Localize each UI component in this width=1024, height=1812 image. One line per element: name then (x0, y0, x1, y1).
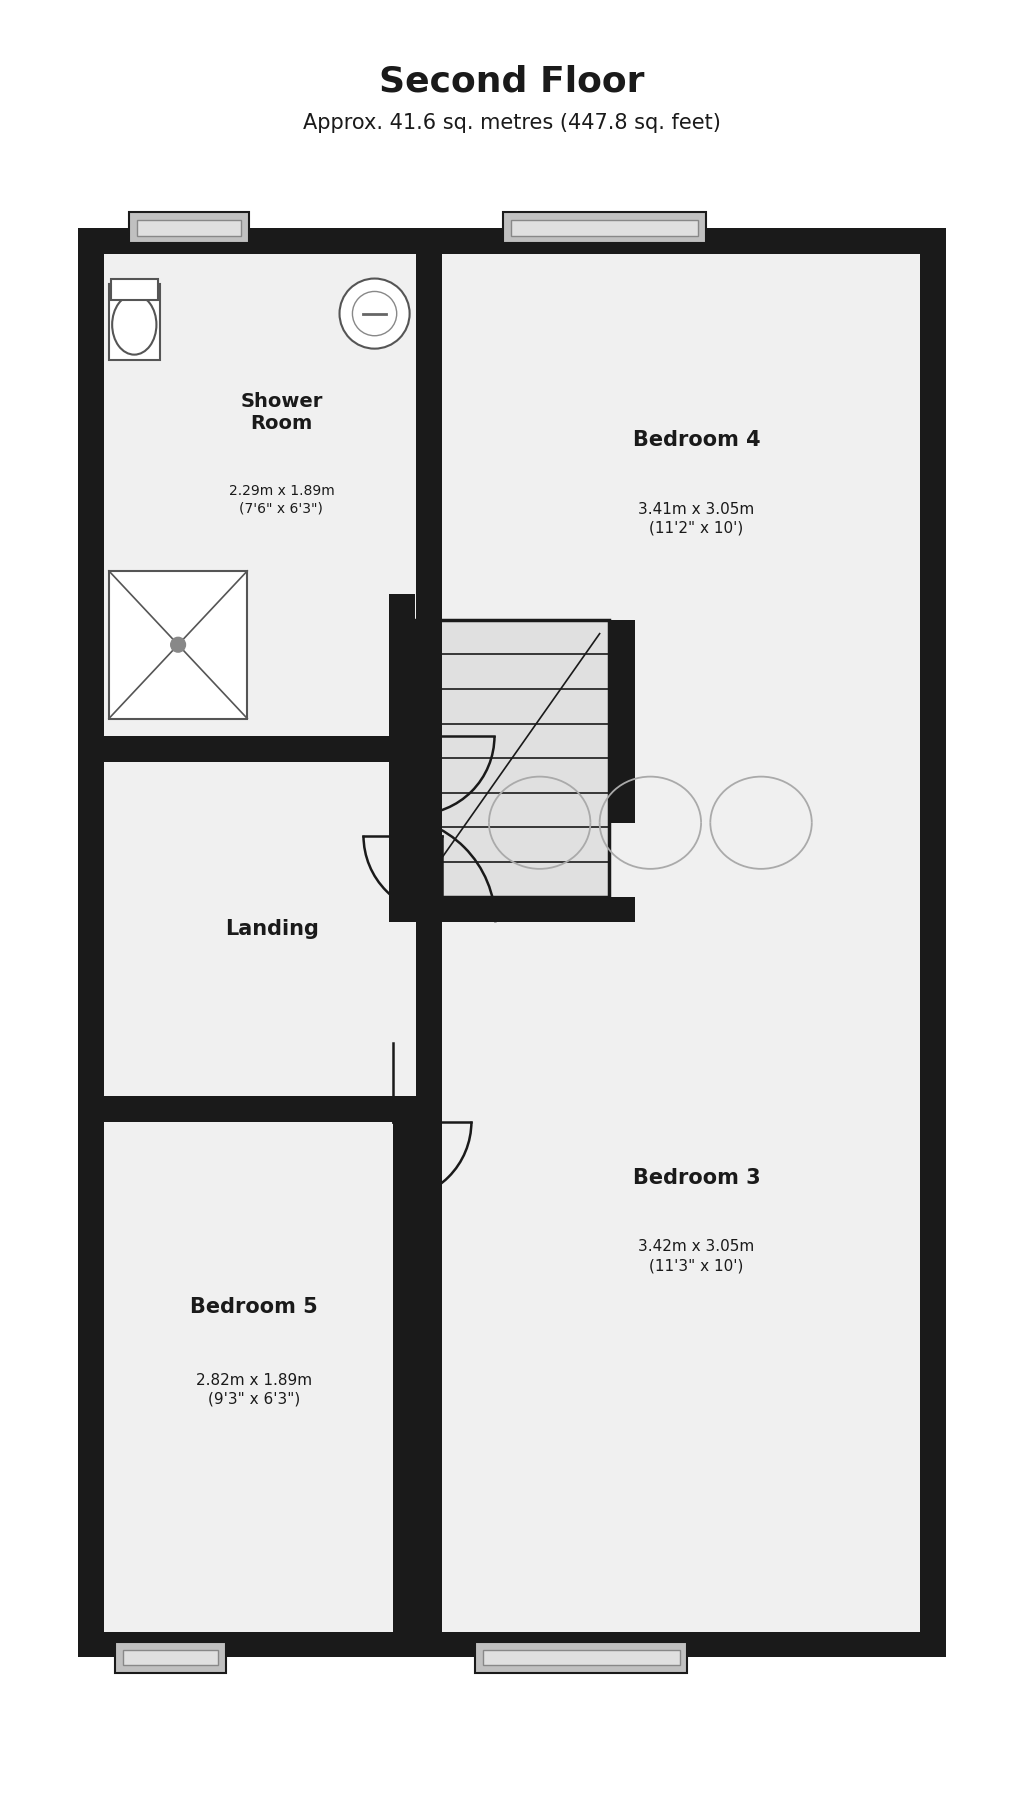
Bar (79, 736, 442, 761)
Bar (137, 219, 242, 236)
Bar (475, 1642, 687, 1672)
Text: 2.82m x 1.89m
(9'3" x 6'3"): 2.82m x 1.89m (9'3" x 6'3") (196, 1373, 311, 1406)
Circle shape (171, 638, 185, 652)
Text: Landing: Landing (225, 919, 319, 939)
Text: Bedroom 4: Bedroom 4 (633, 429, 760, 449)
Bar (109, 571, 247, 719)
Text: Bedroom 3: Bedroom 3 (633, 1169, 760, 1189)
Bar (609, 620, 635, 823)
Text: 3.41m x 3.05m
(11'2" x 10'): 3.41m x 3.05m (11'2" x 10') (638, 502, 755, 535)
Bar (123, 1649, 218, 1665)
Bar (389, 897, 635, 922)
Bar (393, 1096, 419, 1658)
Bar (415, 620, 609, 897)
Bar (503, 212, 706, 243)
Bar (104, 254, 920, 1631)
Bar (116, 1642, 226, 1672)
Bar (483, 1649, 680, 1665)
Circle shape (352, 292, 396, 335)
Bar (129, 212, 249, 243)
Text: Second Floor: Second Floor (379, 65, 645, 98)
Text: Approx. 41.6 sq. metres (447.8 sq. feet): Approx. 41.6 sq. metres (447.8 sq. feet) (303, 112, 721, 134)
Bar (389, 594, 415, 897)
Ellipse shape (113, 295, 157, 355)
Bar (511, 219, 698, 236)
Bar (111, 279, 158, 299)
Bar (79, 1096, 419, 1122)
Text: Bedroom 5: Bedroom 5 (189, 1297, 317, 1317)
Text: Shower
Room: Shower Room (241, 391, 323, 433)
Bar (415, 620, 609, 897)
Text: 3.42m x 3.05m
(11'3" x 10'): 3.42m x 3.05m (11'3" x 10') (638, 1239, 755, 1274)
Bar (416, 823, 442, 1658)
Bar (416, 228, 442, 823)
Circle shape (340, 279, 410, 348)
Text: 2.29m x 1.89m
(7'6" x 6'3"): 2.29m x 1.89m (7'6" x 6'3") (228, 484, 334, 516)
Bar (109, 284, 160, 361)
